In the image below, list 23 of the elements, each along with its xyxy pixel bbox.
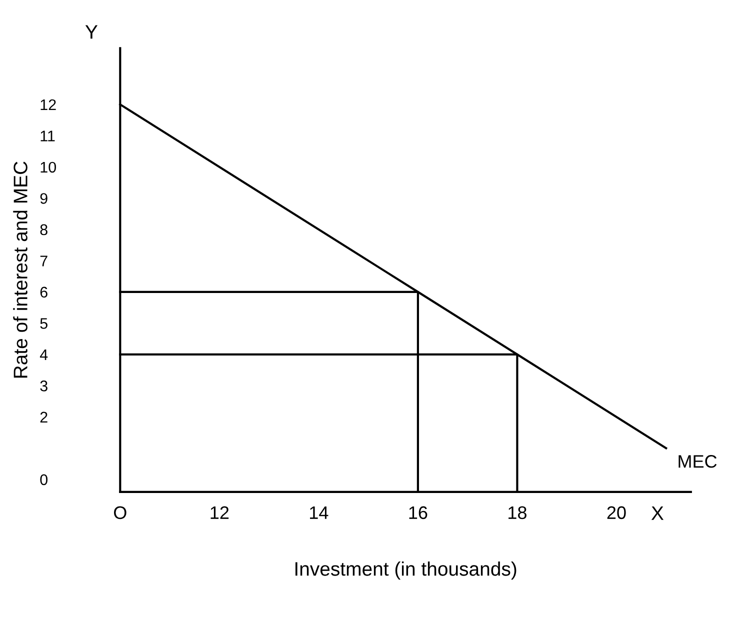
x-tick-label: 18 <box>508 506 526 520</box>
x-tick-label: 12 <box>210 506 229 519</box>
x-tick-label: O <box>114 506 126 520</box>
x-tick-label: 16 <box>409 506 428 520</box>
x-tick-label: 20 <box>607 506 626 520</box>
text: X <box>651 506 664 520</box>
y-tick-label: 0 <box>40 474 48 486</box>
y-tick-label: 10 <box>40 162 56 173</box>
y-tick-label: 12 <box>40 99 56 110</box>
y-tick-label: 6 <box>40 286 48 298</box>
x-axis-title: Investment (in thousands) <box>295 562 516 580</box>
y-tick-label: 11 <box>40 130 55 142</box>
x-tick-label: 14 <box>310 506 328 519</box>
y-tick-label: 3 <box>40 380 48 392</box>
y-tick-label: 9 <box>40 193 48 204</box>
y-tick-label: 4 <box>40 349 48 360</box>
text: Y <box>85 25 98 39</box>
y-tick-label: 5 <box>40 318 48 329</box>
series-label: MEC <box>678 455 717 468</box>
y-tick-label: 7 <box>40 256 48 266</box>
y-tick-label: 8 <box>40 224 48 236</box>
y-tick-label: 2 <box>40 412 48 422</box>
y-axis-title: Rate of interest and MEC <box>13 162 28 378</box>
